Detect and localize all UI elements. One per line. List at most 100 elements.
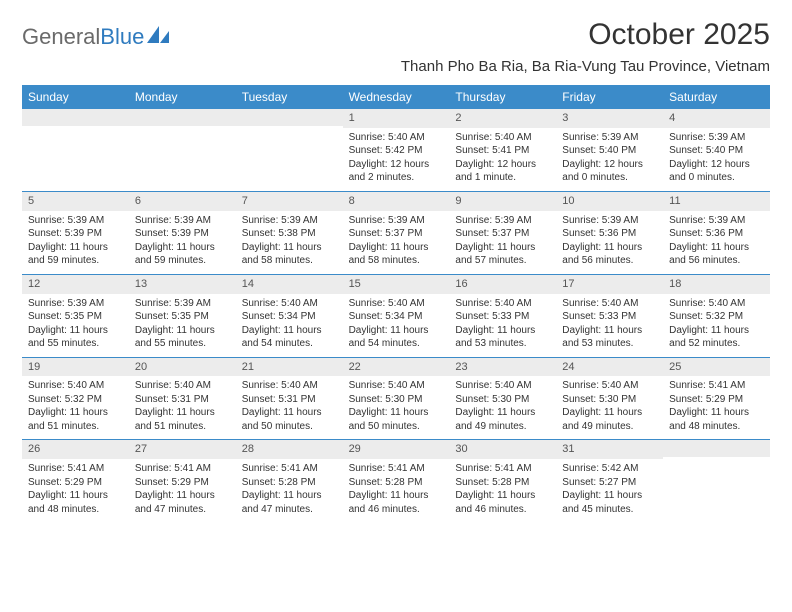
day-number: 3 xyxy=(556,109,663,128)
day-number: 5 xyxy=(22,192,129,211)
sunset-text: Sunset: 5:39 PM xyxy=(28,227,123,241)
sunrise-text: Sunrise: 5:40 AM xyxy=(349,297,444,311)
calendar-day xyxy=(129,109,236,191)
calendar-day: 1 Sunrise: 5:40 AMSunset: 5:42 PMDaylight… xyxy=(343,109,450,191)
day-number: 17 xyxy=(556,275,663,294)
day-number: 30 xyxy=(449,440,556,459)
sunset-text: Sunset: 5:37 PM xyxy=(455,227,550,241)
day-details: Sunrise: 5:41 AMSunset: 5:29 PMDaylight:… xyxy=(129,462,236,516)
header: GeneralBlue October 2025 Thanh Pho Ba Ri… xyxy=(22,18,770,75)
sunset-text: Sunset: 5:33 PM xyxy=(562,310,657,324)
calendar-day: 16 Sunrise: 5:40 AMSunset: 5:33 PMDayligh… xyxy=(449,275,556,357)
day-number xyxy=(22,109,129,126)
logo-text-1: General xyxy=(22,24,100,50)
calendar-day xyxy=(236,109,343,191)
sunrise-text: Sunrise: 5:39 AM xyxy=(562,214,657,228)
calendar-day: 28Sunrise: 5:41 AMSunset: 5:28 PMDayligh… xyxy=(236,440,343,522)
title-block: October 2025 Thanh Pho Ba Ria, Ba Ria-Vu… xyxy=(401,18,770,75)
daylight-text: Daylight: 11 hours and 54 minutes. xyxy=(349,324,444,351)
day-details: Sunrise: 5:41 AMSunset: 5:29 PMDaylight:… xyxy=(663,379,770,433)
sunrise-text: Sunrise: 5:41 AM xyxy=(455,462,550,476)
calendar-day: 21Sunrise: 5:40 AMSunset: 5:31 PMDayligh… xyxy=(236,358,343,440)
day-details: Sunrise: 5:40 AMSunset: 5:34 PMDaylight:… xyxy=(236,297,343,351)
sunset-text: Sunset: 5:32 PM xyxy=(669,310,764,324)
location: Thanh Pho Ba Ria, Ba Ria-Vung Tau Provin… xyxy=(401,58,770,75)
day-number: 16 xyxy=(449,275,556,294)
calendar-day: 26Sunrise: 5:41 AMSunset: 5:29 PMDayligh… xyxy=(22,440,129,522)
calendar-day: 13Sunrise: 5:39 AMSunset: 5:35 PMDayligh… xyxy=(129,275,236,357)
calendar-day: 8Sunrise: 5:39 AMSunset: 5:37 PMDaylight… xyxy=(343,192,450,274)
day-number: 1 xyxy=(343,109,450,128)
day-number: 10 xyxy=(556,192,663,211)
day-details: Sunrise: 5:40 AMSunset: 5:30 PMDaylight:… xyxy=(449,379,556,433)
day-number: 7 xyxy=(236,192,343,211)
calendar-day xyxy=(663,440,770,522)
sunset-text: Sunset: 5:30 PM xyxy=(349,393,444,407)
sunrise-text: Sunrise: 5:41 AM xyxy=(669,379,764,393)
calendar-day: 27Sunrise: 5:41 AMSunset: 5:29 PMDayligh… xyxy=(129,440,236,522)
day-details: Sunrise: 5:39 AMSunset: 5:40 PMDaylight:… xyxy=(556,131,663,185)
daylight-text: Daylight: 11 hours and 58 minutes. xyxy=(242,241,337,268)
day-of-week-header: Sunday xyxy=(22,85,129,109)
daylight-text: Daylight: 11 hours and 53 minutes. xyxy=(562,324,657,351)
daylight-text: Daylight: 11 hours and 45 minutes. xyxy=(562,489,657,516)
calendar-week: 26Sunrise: 5:41 AMSunset: 5:29 PMDayligh… xyxy=(22,439,770,522)
sunrise-text: Sunrise: 5:42 AM xyxy=(562,462,657,476)
day-details: Sunrise: 5:40 AMSunset: 5:32 PMDaylight:… xyxy=(22,379,129,433)
sunrise-text: Sunrise: 5:41 AM xyxy=(242,462,337,476)
daylight-text: Daylight: 11 hours and 56 minutes. xyxy=(669,241,764,268)
day-details: Sunrise: 5:40 AMSunset: 5:42 PMDaylight:… xyxy=(343,131,450,185)
day-details: Sunrise: 5:39 AMSunset: 5:35 PMDaylight:… xyxy=(22,297,129,351)
calendar-day: 20Sunrise: 5:40 AMSunset: 5:31 PMDayligh… xyxy=(129,358,236,440)
sunset-text: Sunset: 5:29 PM xyxy=(28,476,123,490)
sunrise-text: Sunrise: 5:41 AM xyxy=(28,462,123,476)
sunset-text: Sunset: 5:38 PM xyxy=(242,227,337,241)
day-details: Sunrise: 5:39 AMSunset: 5:38 PMDaylight:… xyxy=(236,214,343,268)
day-number: 29 xyxy=(343,440,450,459)
sunrise-text: Sunrise: 5:40 AM xyxy=(242,379,337,393)
sunrise-text: Sunrise: 5:39 AM xyxy=(135,214,230,228)
day-details: Sunrise: 5:39 AMSunset: 5:37 PMDaylight:… xyxy=(343,214,450,268)
calendar-day: 12Sunrise: 5:39 AMSunset: 5:35 PMDayligh… xyxy=(22,275,129,357)
day-number: 20 xyxy=(129,358,236,377)
day-details: Sunrise: 5:41 AMSunset: 5:29 PMDaylight:… xyxy=(22,462,129,516)
day-details: Sunrise: 5:40 AMSunset: 5:32 PMDaylight:… xyxy=(663,297,770,351)
calendar-day: 25 Sunrise: 5:41 AMSunset: 5:29 PMDayligh… xyxy=(663,358,770,440)
sunset-text: Sunset: 5:36 PM xyxy=(562,227,657,241)
day-of-week-header: Tuesday xyxy=(236,85,343,109)
daylight-text: Daylight: 11 hours and 55 minutes. xyxy=(28,324,123,351)
day-number: 25 xyxy=(663,358,770,377)
calendar-week: 12Sunrise: 5:39 AMSunset: 5:35 PMDayligh… xyxy=(22,274,770,357)
sunrise-text: Sunrise: 5:39 AM xyxy=(455,214,550,228)
day-details: Sunrise: 5:40 AMSunset: 5:30 PMDaylight:… xyxy=(343,379,450,433)
sunset-text: Sunset: 5:33 PM xyxy=(455,310,550,324)
daylight-text: Daylight: 11 hours and 59 minutes. xyxy=(135,241,230,268)
sunset-text: Sunset: 5:34 PM xyxy=(242,310,337,324)
calendar-day xyxy=(22,109,129,191)
daylight-text: Daylight: 11 hours and 49 minutes. xyxy=(562,406,657,433)
sunrise-text: Sunrise: 5:40 AM xyxy=(349,379,444,393)
daylight-text: Daylight: 11 hours and 51 minutes. xyxy=(135,406,230,433)
calendar-day: 15Sunrise: 5:40 AMSunset: 5:34 PMDayligh… xyxy=(343,275,450,357)
daylight-text: Daylight: 11 hours and 48 minutes. xyxy=(669,406,764,433)
calendar-body: 1 Sunrise: 5:40 AMSunset: 5:42 PMDaylight… xyxy=(22,109,770,522)
day-details: Sunrise: 5:40 AMSunset: 5:33 PMDaylight:… xyxy=(449,297,556,351)
day-details: Sunrise: 5:39 AMSunset: 5:39 PMDaylight:… xyxy=(129,214,236,268)
daylight-text: Daylight: 11 hours and 53 minutes. xyxy=(455,324,550,351)
sunrise-text: Sunrise: 5:40 AM xyxy=(135,379,230,393)
sunset-text: Sunset: 5:39 PM xyxy=(135,227,230,241)
daylight-text: Daylight: 12 hours and 0 minutes. xyxy=(669,158,764,185)
sunrise-text: Sunrise: 5:40 AM xyxy=(455,297,550,311)
day-details: Sunrise: 5:40 AMSunset: 5:34 PMDaylight:… xyxy=(343,297,450,351)
calendar-week: 19Sunrise: 5:40 AMSunset: 5:32 PMDayligh… xyxy=(22,357,770,440)
sunset-text: Sunset: 5:35 PM xyxy=(28,310,123,324)
sunrise-text: Sunrise: 5:39 AM xyxy=(242,214,337,228)
sunrise-text: Sunrise: 5:40 AM xyxy=(455,379,550,393)
day-details: Sunrise: 5:39 AMSunset: 5:35 PMDaylight:… xyxy=(129,297,236,351)
daylight-text: Daylight: 11 hours and 59 minutes. xyxy=(28,241,123,268)
day-details: Sunrise: 5:41 AMSunset: 5:28 PMDaylight:… xyxy=(236,462,343,516)
day-of-week-header: Saturday xyxy=(663,85,770,109)
sunrise-text: Sunrise: 5:40 AM xyxy=(455,131,550,145)
day-number xyxy=(236,109,343,126)
sunrise-text: Sunrise: 5:39 AM xyxy=(135,297,230,311)
